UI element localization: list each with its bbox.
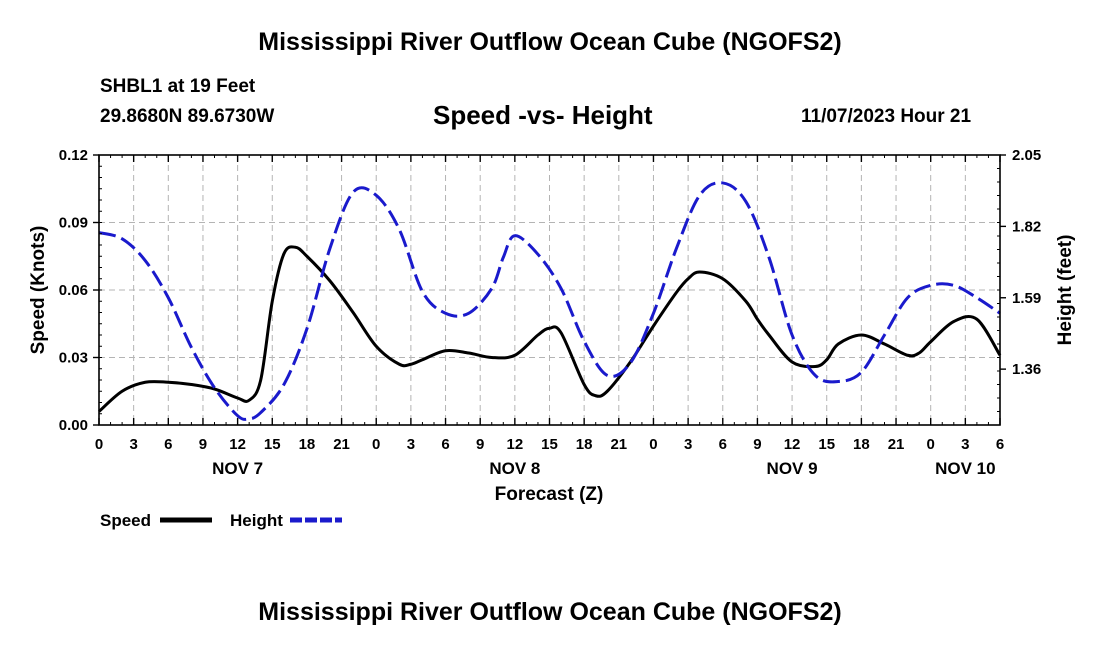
- x-tick-label: 0: [95, 436, 103, 453]
- x-tick-label: 9: [753, 436, 761, 453]
- y-tick-label: 0.06: [59, 282, 88, 299]
- grid-lines: [99, 155, 1000, 425]
- forecast-datestamp: 11/07/2023 Hour 21: [801, 106, 972, 127]
- y2-tick-label: 2.05: [1012, 147, 1041, 164]
- axes: 0 3 6 9 12 15 18 21 0 3 6 9 12 15 18 21 0 3 6 9 12 15 18 21 0 3 6N…: [59, 147, 1041, 478]
- x-tick-label: 21: [610, 436, 627, 453]
- day-label: NOV 8: [489, 459, 540, 478]
- x-tick-label: 12: [507, 436, 524, 453]
- station-label: SHBL1 at 19 Feet: [100, 76, 256, 97]
- series-height-line: [98, 181, 1001, 421]
- x-tick-label: 18: [853, 436, 870, 453]
- x-tick-label: 6: [164, 436, 172, 453]
- x-tick-label: 3: [129, 436, 137, 453]
- x-tick-label: 21: [888, 436, 905, 453]
- x-tick-label: 9: [199, 436, 207, 453]
- series-lines: [97, 181, 1002, 421]
- legend-label-speed: Speed: [100, 511, 151, 530]
- y2-axis-label: Height (feet): [1055, 235, 1076, 346]
- x-tick-label: 12: [229, 436, 246, 453]
- x-tick-label: 18: [299, 436, 316, 453]
- series-speed-line: [97, 245, 1002, 413]
- x-tick-label: 0: [927, 436, 935, 453]
- y2-tick-label: 1.59: [1012, 290, 1041, 307]
- x-tick-label: 9: [476, 436, 484, 453]
- x-tick-label: 3: [407, 436, 415, 453]
- y2-tick-label: 1.36: [1012, 361, 1041, 378]
- day-label: NOV 7: [212, 459, 263, 478]
- y-tick-label: 0.00: [59, 417, 88, 434]
- x-tick-label: 6: [719, 436, 727, 453]
- x-tick-label: 15: [541, 436, 558, 453]
- y2-tick-label: 1.82: [1012, 218, 1041, 235]
- y-axis-label: Speed (Knots): [28, 226, 49, 355]
- day-label: NOV 10: [935, 459, 995, 478]
- footer-title: Mississippi River Outflow Ocean Cube (NG…: [258, 598, 842, 626]
- x-tick-label: 21: [333, 436, 350, 453]
- x-tick-label: 6: [441, 436, 449, 453]
- y-tick-label: 0.09: [59, 215, 88, 232]
- x-tick-label: 15: [264, 436, 281, 453]
- legend-label-height: Height: [230, 511, 283, 530]
- x-tick-label: 0: [649, 436, 657, 453]
- x-tick-label: 18: [576, 436, 593, 453]
- x-tick-label: 3: [684, 436, 692, 453]
- x-axis-label: Forecast (Z): [495, 484, 604, 505]
- y-tick-label: 0.03: [59, 350, 88, 367]
- x-tick-label: 15: [818, 436, 835, 453]
- day-label: NOV 9: [767, 459, 818, 478]
- x-tick-label: 3: [961, 436, 969, 453]
- x-tick-label: 12: [784, 436, 801, 453]
- y-tick-label: 0.12: [59, 147, 88, 164]
- chart-title: Mississippi River Outflow Ocean Cube (NG…: [258, 28, 842, 56]
- x-tick-label: 6: [996, 436, 1004, 453]
- chart-subtitle: Speed -vs- Height: [433, 100, 653, 130]
- x-tick-label: 0: [372, 436, 380, 453]
- station-coordinates: 29.8680N 89.6730W: [100, 106, 275, 127]
- legend: Speed Height: [100, 511, 342, 530]
